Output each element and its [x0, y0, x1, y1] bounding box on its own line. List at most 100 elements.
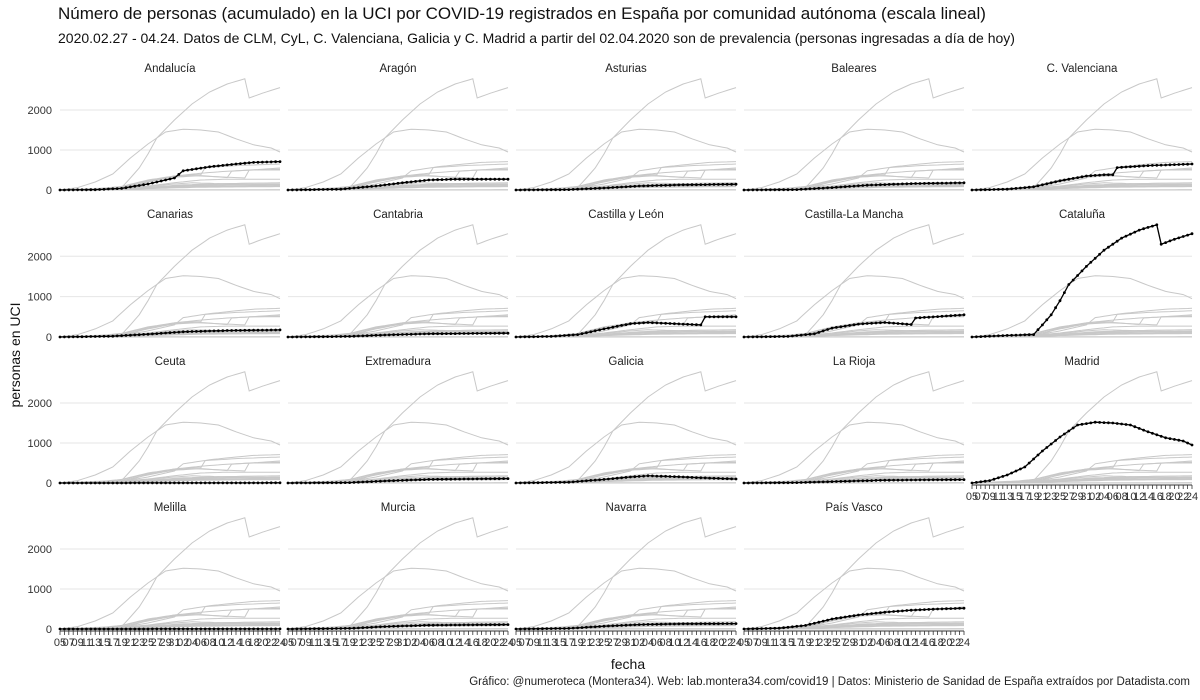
x-tick-label: 11 — [81, 637, 92, 649]
data-point — [598, 328, 601, 332]
data-point — [839, 325, 843, 329]
data-point — [703, 315, 707, 319]
data-point — [826, 186, 829, 190]
data-point — [387, 333, 391, 337]
data-point — [1173, 237, 1176, 241]
data-point — [1186, 233, 1189, 237]
data-point — [988, 479, 991, 482]
x-tick-label: 23 — [361, 637, 373, 649]
data-point — [239, 162, 242, 166]
data-point — [1120, 165, 1123, 169]
data-point — [1107, 173, 1110, 177]
data-point — [742, 335, 746, 339]
data-point — [484, 177, 488, 181]
data-point — [642, 321, 645, 325]
data-point — [98, 481, 101, 485]
data-point — [571, 480, 575, 484]
data-point — [777, 188, 781, 192]
data-point — [1085, 422, 1088, 425]
data-point — [239, 627, 242, 631]
data-point — [352, 334, 356, 338]
data-point — [247, 328, 251, 332]
data-point — [186, 627, 190, 631]
data-point — [286, 481, 290, 485]
data-point — [717, 622, 720, 626]
x-tick-label: 09 — [527, 637, 539, 649]
data-point — [348, 335, 351, 338]
data-point — [234, 481, 238, 485]
data-point — [299, 627, 303, 631]
data-point — [747, 627, 750, 631]
x-tick-label: 25 — [142, 637, 154, 649]
x-tick-label: 04 — [414, 637, 426, 649]
data-point — [133, 627, 137, 631]
data-point — [173, 481, 176, 485]
data-point — [554, 334, 557, 338]
data-point — [159, 179, 163, 183]
data-point — [611, 186, 615, 189]
data-point — [217, 164, 220, 168]
data-point — [1181, 235, 1185, 238]
x-tick-label: 07 — [975, 491, 987, 503]
background-line — [743, 371, 965, 484]
x-tick-label: 04 — [870, 637, 882, 649]
data-point — [107, 334, 110, 338]
data-point — [1129, 165, 1132, 169]
data-point — [958, 313, 961, 317]
data-point — [1164, 163, 1167, 167]
data-point — [221, 481, 225, 485]
data-point — [392, 182, 395, 186]
x-tick-label: 05 — [738, 637, 750, 649]
data-point — [203, 166, 207, 169]
data-point — [326, 481, 329, 485]
data-point — [379, 333, 382, 337]
data-point — [874, 611, 878, 615]
data-point — [137, 184, 141, 187]
data-point — [1115, 166, 1119, 170]
data-point — [755, 627, 759, 631]
data-point — [506, 177, 510, 181]
data-point — [865, 479, 869, 483]
data-point — [607, 326, 610, 330]
data-point — [506, 477, 510, 480]
data-point — [712, 315, 716, 319]
data-point — [475, 623, 479, 627]
data-point — [1067, 429, 1071, 433]
data-point — [777, 626, 781, 630]
data-point — [63, 481, 66, 485]
data-point — [208, 329, 212, 333]
x-tick-label: 20 — [1168, 491, 1180, 503]
data-point — [835, 480, 838, 483]
data-point — [85, 188, 88, 192]
data-point — [151, 627, 154, 631]
data-point — [742, 627, 746, 631]
data-point — [795, 481, 799, 484]
data-point — [843, 479, 847, 483]
data-point — [387, 625, 391, 628]
data-point — [137, 481, 141, 485]
data-point — [620, 476, 623, 480]
panel-title-canarias: Canarias — [147, 209, 193, 221]
data-point — [330, 187, 334, 191]
data-point — [734, 315, 738, 319]
data-point — [901, 322, 904, 326]
background-line — [515, 224, 737, 338]
background-line — [515, 78, 737, 191]
data-point — [936, 478, 939, 482]
data-point — [423, 623, 426, 627]
data-point — [308, 188, 312, 192]
data-point — [945, 478, 948, 482]
data-point — [462, 477, 466, 481]
data-point — [852, 479, 856, 483]
data-point — [1111, 421, 1115, 425]
data-point — [365, 626, 369, 629]
data-point — [826, 328, 829, 331]
data-point — [901, 182, 904, 186]
data-point — [111, 187, 115, 191]
data-point — [212, 481, 216, 485]
y-tick-label: 2000 — [28, 544, 52, 556]
background-line — [287, 78, 509, 191]
x-tick-label: 20 — [940, 637, 952, 649]
data-point — [992, 334, 996, 338]
data-point — [843, 185, 847, 189]
